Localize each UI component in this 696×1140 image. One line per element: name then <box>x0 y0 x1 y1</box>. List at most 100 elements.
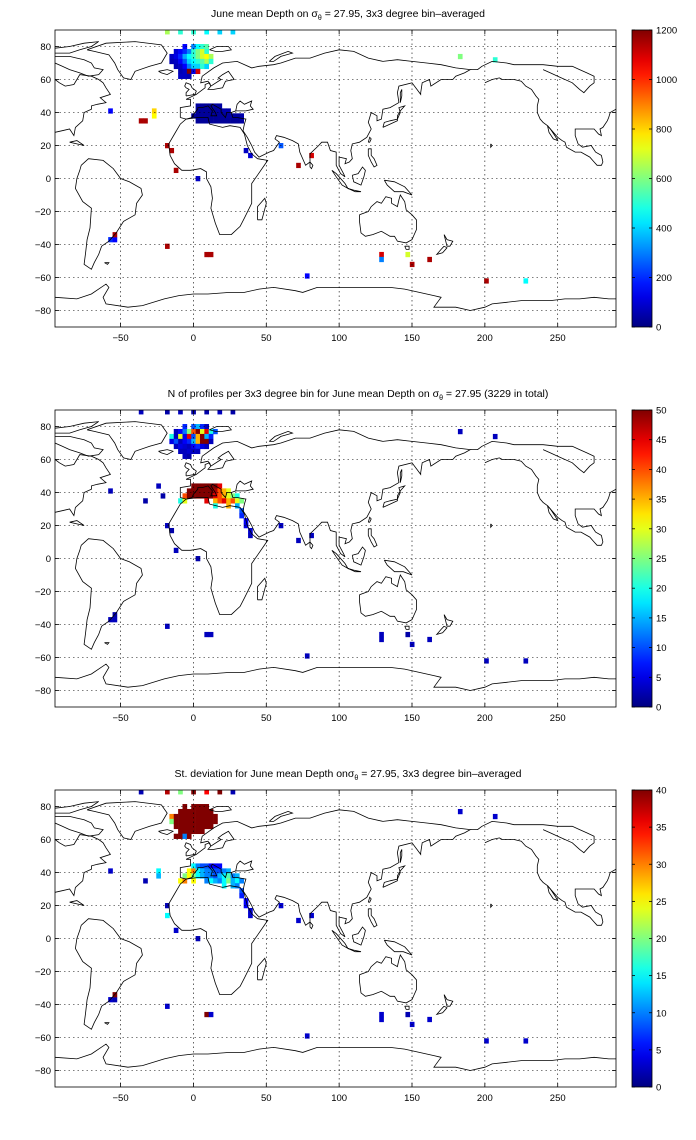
bin-cell <box>186 493 192 499</box>
bin-cell <box>379 1016 384 1023</box>
bin-cell <box>173 438 179 445</box>
y-tick-label: −60 <box>35 653 51 664</box>
bin-cell <box>204 113 210 119</box>
y-tick-label: 20 <box>40 901 51 912</box>
bin-cell <box>195 448 201 455</box>
bin-cell <box>239 113 244 119</box>
bin-cell <box>138 118 144 124</box>
bin-cell <box>151 113 157 119</box>
bin-cell <box>182 498 188 504</box>
bin-cell <box>239 893 244 899</box>
colorbar-tick-label: 25 <box>656 554 667 565</box>
bin-cell <box>204 410 210 415</box>
y-tick-label: −80 <box>35 686 51 697</box>
bin-cell <box>138 410 144 415</box>
coastline <box>347 948 362 953</box>
bin-cell <box>239 498 244 504</box>
bin-cell <box>195 873 201 879</box>
bin-cell <box>208 868 214 874</box>
x-tick-label: 0 <box>191 713 196 724</box>
coastline <box>55 816 104 837</box>
bin-cell <box>173 823 179 830</box>
bin-cell <box>230 790 236 795</box>
bin-cell <box>217 868 223 874</box>
colorbar-tick-label: 20 <box>656 584 667 595</box>
bin-cell <box>484 658 489 664</box>
coastline <box>435 245 448 256</box>
y-tick-label: 80 <box>40 422 51 433</box>
coastline <box>547 885 559 902</box>
bin-cell <box>173 443 179 450</box>
bin-cell <box>296 537 301 544</box>
coastline <box>547 505 559 522</box>
coastline <box>179 429 472 558</box>
bin-cell <box>173 813 179 820</box>
colorbar-tick-label: 25 <box>656 897 667 908</box>
bin-cell <box>226 498 231 504</box>
bin-cell <box>208 878 214 884</box>
bin-cell <box>239 878 244 884</box>
bin-cell <box>160 493 166 499</box>
coastline <box>268 430 294 442</box>
y-tick-label: 40 <box>40 868 51 879</box>
y-tick-label: −60 <box>35 1033 51 1044</box>
coastline <box>184 842 197 857</box>
bin-cell <box>191 813 196 820</box>
coastline <box>209 46 233 52</box>
coastline <box>382 105 406 128</box>
coastline <box>404 245 410 250</box>
colorbar-tick-label: 50 <box>656 406 667 417</box>
colorbar-tick-label: 45 <box>656 435 667 446</box>
bin-cell <box>182 428 188 435</box>
coastline <box>383 939 413 956</box>
bin-cell <box>191 808 196 815</box>
coastline <box>351 926 366 946</box>
bin-cell <box>213 818 218 825</box>
bin-cell <box>230 30 236 35</box>
bin-cell <box>182 804 188 810</box>
bin-cell <box>221 878 227 884</box>
bin-cell <box>199 828 205 835</box>
bin-cell <box>204 631 210 638</box>
panel-title: June mean Depth on σθ = 27.95, 3x3 degre… <box>211 8 485 22</box>
bin-cell <box>204 873 210 879</box>
bin-cell <box>178 428 183 435</box>
colorbar-tick-label: 1200 <box>656 26 677 37</box>
bin-cell <box>186 433 192 440</box>
coastline <box>367 896 372 903</box>
bin-cell <box>427 256 432 263</box>
x-tick-label: 0 <box>191 333 196 344</box>
x-tick-label: 50 <box>261 333 272 344</box>
bin-cell <box>173 833 179 839</box>
colorbar-tick-label: 1000 <box>656 75 677 86</box>
bin-cell <box>204 790 210 795</box>
mean-depth-panel: June mean Depth on σθ = 27.95, 3x3 degre… <box>35 8 677 344</box>
bin-cell <box>204 498 210 504</box>
coastline <box>168 497 269 616</box>
map-area: −50 0 50 100 150 200 250 −80 −60 −40 −20 0 20 40 60 80 <box>35 409 617 724</box>
coastline <box>367 516 372 523</box>
bin-cell <box>217 30 223 35</box>
bin-cell <box>484 1038 489 1044</box>
coastline <box>86 801 168 840</box>
x-tick-label: 50 <box>261 713 272 724</box>
bin-cell <box>186 828 192 835</box>
bin-cell <box>208 108 214 114</box>
bin-cell <box>204 58 210 65</box>
y-tick-label: −20 <box>35 967 51 978</box>
coastline <box>268 810 294 822</box>
colorbar-tick-label: 10 <box>656 1008 667 1019</box>
bin-cell <box>182 828 188 835</box>
bin-cell <box>186 818 192 825</box>
colorbar-tick-label: 40 <box>656 465 667 476</box>
coastline <box>309 161 314 170</box>
bin-cell <box>182 73 188 79</box>
bin-cell <box>213 813 218 820</box>
coastline <box>435 1005 448 1016</box>
bin-cell <box>178 818 183 825</box>
bin-cell <box>427 1016 432 1023</box>
coastline <box>367 148 378 168</box>
y-tick-label: 80 <box>40 42 51 53</box>
bin-cell <box>178 498 183 504</box>
y-tick-label: −60 <box>35 273 51 284</box>
